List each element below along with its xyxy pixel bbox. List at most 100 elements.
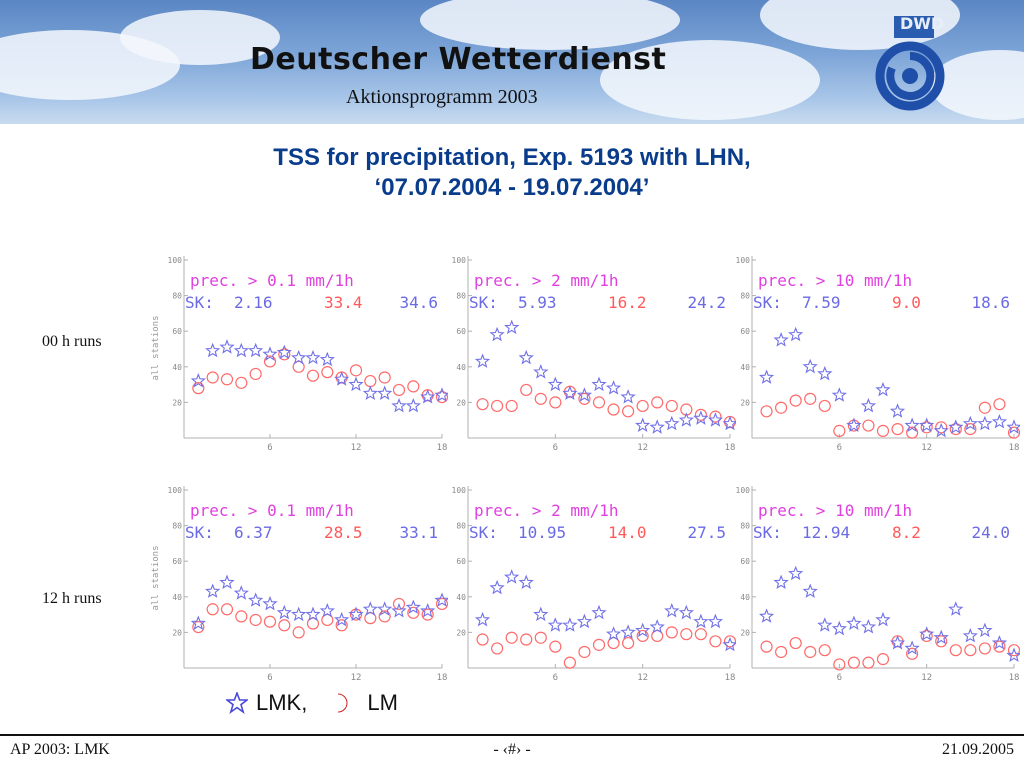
lm-point: [935, 635, 948, 648]
lmk-point: [391, 602, 407, 618]
lmk-point: [205, 583, 221, 598]
lmk-point: [678, 604, 694, 620]
lm-point: [993, 398, 1006, 411]
lmk-point: [262, 595, 278, 611]
x-tick-label: 6: [267, 673, 272, 683]
lmk-point: [518, 574, 534, 590]
lmk-point: [547, 376, 563, 392]
x-tick-label: 18: [1009, 443, 1020, 453]
y-tick-label: 20: [740, 398, 750, 407]
lmk-point: [875, 381, 891, 397]
lm-point: [694, 408, 707, 421]
lm-point: [592, 638, 606, 651]
row-label-00h: 00 h runs: [42, 333, 102, 350]
chart-panel-12h-prec-10: 100 80 60 40 20 6 12 18 prec. > 10 mm/1h SK: 12.94…: [736, 486, 1020, 683]
y-tick-label: 40: [172, 593, 182, 602]
threshold-label: prec. > 2 mm/1h: [474, 501, 619, 520]
lm-point: [206, 371, 219, 384]
lmk-point: [788, 326, 804, 342]
chart-panel-00h-prec-0.1: 100 80 60 40 20 6 12 18 all stations prec. > 0.1 …: [151, 256, 448, 453]
lmk-point: [773, 574, 789, 589]
sk-lmk-value: 5.93: [518, 293, 557, 312]
lm-point: [206, 603, 219, 616]
sk-total-value: 33.1: [399, 523, 438, 542]
lm-point: [364, 374, 377, 388]
x-tick-label: 6: [837, 673, 842, 683]
lmk-point: [305, 349, 321, 365]
y-tick-label: 80: [740, 522, 750, 531]
y-tick-label: 100: [736, 486, 751, 495]
y-tick-label: 80: [740, 292, 750, 301]
lmk-point: [817, 365, 833, 381]
lm-point: [520, 633, 533, 646]
lmk-point: [649, 419, 665, 434]
y-tick-label: 20: [456, 628, 466, 637]
lm-point: [249, 613, 262, 627]
lmk-point: [620, 389, 636, 404]
footer-divider: [0, 734, 1024, 736]
lmk-point: [977, 415, 993, 431]
lmk-point: [846, 615, 862, 631]
lmk-point: [233, 342, 249, 358]
lmk-point: [875, 611, 891, 627]
slide-title-line2: ‘07.07.2004 - 19.07.2004’: [374, 174, 650, 201]
x-tick-label: 18: [725, 443, 736, 453]
lmk-point: [649, 619, 665, 634]
lm-point: [622, 405, 635, 418]
lm-point: [723, 635, 736, 648]
lm-point: [862, 419, 875, 432]
lm-point: [407, 606, 420, 619]
sk-lm-value: 8.2: [892, 523, 921, 542]
lm-point: [789, 636, 802, 650]
lm-point: [563, 656, 576, 669]
lm-point: [665, 626, 678, 639]
lmk-point: [758, 369, 775, 384]
lmk-point: [933, 422, 949, 438]
lmk-point: [664, 415, 680, 431]
x-tick-label: 12: [921, 443, 932, 453]
sk-lmk-value: 6.37: [234, 523, 273, 542]
y-tick-label: 20: [172, 628, 182, 637]
lm-point: [263, 615, 277, 628]
lmk-point: [889, 635, 906, 650]
lm-point: [833, 658, 846, 671]
lmk-point: [1006, 647, 1020, 663]
lmk-point: [707, 613, 724, 629]
lmk-point: [391, 397, 407, 413]
lmk-point: [276, 604, 292, 620]
lmk-point: [846, 417, 862, 433]
lmk-point: [919, 417, 935, 433]
y-tick-label: 40: [740, 593, 750, 602]
lmk-point: [991, 635, 1008, 650]
lm-point: [278, 619, 291, 632]
lm-point: [964, 644, 977, 657]
y-tick-label: 40: [172, 363, 182, 372]
lm-point: [607, 403, 620, 416]
lmk-point: [860, 619, 877, 634]
lm-point: [818, 644, 831, 657]
lmk-point: [591, 604, 607, 620]
lmk-point: [620, 624, 636, 639]
lm-point: [709, 410, 722, 423]
lmk-point: [489, 326, 505, 342]
y-axis-label: all stations: [151, 545, 161, 610]
lmk-point: [362, 601, 378, 616]
sk-total-value: 18.6: [971, 293, 1010, 312]
lmk-point: [591, 376, 607, 392]
cloud-decoration: [420, 0, 680, 50]
chart-legend: LMK, LM: [226, 690, 398, 716]
lm-point: [818, 399, 831, 413]
y-tick-label: 40: [456, 593, 466, 602]
x-tick-label: 6: [837, 443, 842, 453]
sk-label: SK:: [469, 523, 498, 542]
footer-date: 21.09.2005: [942, 741, 1014, 758]
lm-point: [306, 369, 320, 382]
lmk-point: [1006, 419, 1020, 434]
lmk-point: [248, 592, 264, 607]
y-tick-label: 60: [456, 557, 466, 566]
lmk-point: [305, 606, 321, 622]
lm-point: [993, 640, 1006, 653]
lm-point: [978, 401, 991, 414]
lmk-point: [533, 364, 549, 379]
y-tick-label: 60: [172, 327, 182, 336]
